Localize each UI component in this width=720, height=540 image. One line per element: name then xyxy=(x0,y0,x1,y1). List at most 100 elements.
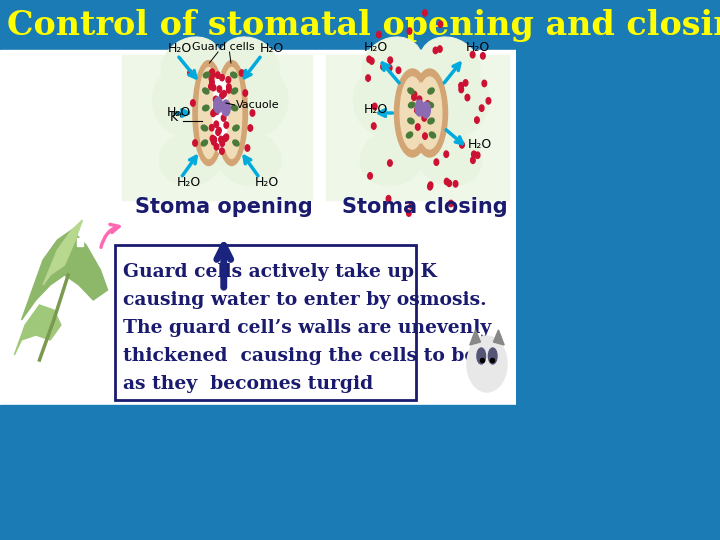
Circle shape xyxy=(381,64,385,70)
Circle shape xyxy=(220,140,225,146)
Ellipse shape xyxy=(488,348,497,364)
Circle shape xyxy=(210,136,215,141)
Ellipse shape xyxy=(408,118,414,124)
Bar xyxy=(326,55,509,200)
Circle shape xyxy=(387,65,392,71)
Circle shape xyxy=(220,92,225,99)
Circle shape xyxy=(368,173,372,179)
Ellipse shape xyxy=(395,69,431,157)
Ellipse shape xyxy=(153,70,209,136)
Circle shape xyxy=(239,70,244,76)
Bar xyxy=(0,50,516,405)
Bar xyxy=(462,330,511,398)
Circle shape xyxy=(188,70,192,76)
Circle shape xyxy=(221,115,226,121)
Circle shape xyxy=(433,47,438,53)
Circle shape xyxy=(210,125,214,131)
Circle shape xyxy=(409,202,414,208)
Circle shape xyxy=(447,180,451,186)
Circle shape xyxy=(212,109,217,115)
Ellipse shape xyxy=(382,60,460,165)
Ellipse shape xyxy=(418,130,482,186)
Bar xyxy=(78,238,84,246)
Ellipse shape xyxy=(360,130,425,186)
Circle shape xyxy=(215,144,219,150)
Ellipse shape xyxy=(420,37,480,93)
Circle shape xyxy=(220,148,224,154)
Ellipse shape xyxy=(219,37,279,93)
Ellipse shape xyxy=(415,83,427,143)
Text: H₂O: H₂O xyxy=(465,41,490,54)
Circle shape xyxy=(210,76,214,82)
Ellipse shape xyxy=(217,130,281,186)
Circle shape xyxy=(438,46,442,52)
Ellipse shape xyxy=(159,130,224,186)
Text: H₂O: H₂O xyxy=(260,42,284,55)
Ellipse shape xyxy=(432,70,489,136)
Circle shape xyxy=(417,96,422,103)
Ellipse shape xyxy=(362,37,423,93)
Ellipse shape xyxy=(181,60,260,165)
Circle shape xyxy=(367,56,372,63)
Circle shape xyxy=(454,181,458,187)
Circle shape xyxy=(480,105,484,111)
Circle shape xyxy=(372,123,376,129)
Circle shape xyxy=(227,87,231,93)
Circle shape xyxy=(248,125,253,131)
Ellipse shape xyxy=(429,132,436,138)
Circle shape xyxy=(377,31,381,38)
Circle shape xyxy=(209,83,213,90)
Circle shape xyxy=(388,57,392,63)
Ellipse shape xyxy=(233,125,239,131)
Text: Guard cells: Guard cells xyxy=(192,42,255,52)
Circle shape xyxy=(220,138,225,144)
Ellipse shape xyxy=(222,100,230,116)
Circle shape xyxy=(214,106,218,113)
Polygon shape xyxy=(22,230,107,320)
Ellipse shape xyxy=(214,97,222,113)
Circle shape xyxy=(423,10,427,16)
Ellipse shape xyxy=(201,125,207,131)
Circle shape xyxy=(222,91,226,97)
Circle shape xyxy=(387,160,392,166)
Text: H₂O: H₂O xyxy=(364,103,388,116)
Polygon shape xyxy=(469,330,480,345)
Ellipse shape xyxy=(233,140,239,146)
Ellipse shape xyxy=(231,105,238,111)
Circle shape xyxy=(471,157,475,164)
Circle shape xyxy=(216,129,220,136)
Ellipse shape xyxy=(161,37,222,93)
Text: H₂O: H₂O xyxy=(177,177,202,190)
Circle shape xyxy=(191,100,195,106)
Circle shape xyxy=(224,122,229,128)
Ellipse shape xyxy=(400,77,425,149)
Circle shape xyxy=(459,83,464,89)
Circle shape xyxy=(396,67,401,73)
Circle shape xyxy=(250,110,255,116)
Text: H₂O: H₂O xyxy=(255,177,279,190)
Circle shape xyxy=(245,145,250,151)
Circle shape xyxy=(224,134,229,140)
Circle shape xyxy=(470,51,475,58)
Circle shape xyxy=(211,110,215,117)
Circle shape xyxy=(212,139,216,145)
Circle shape xyxy=(222,102,227,108)
Circle shape xyxy=(459,141,464,148)
Circle shape xyxy=(482,80,487,86)
Circle shape xyxy=(472,151,476,158)
Ellipse shape xyxy=(415,100,424,116)
Text: Stoma closing: Stoma closing xyxy=(342,197,508,217)
Circle shape xyxy=(426,100,430,107)
Circle shape xyxy=(415,124,420,130)
Ellipse shape xyxy=(427,102,433,108)
Ellipse shape xyxy=(408,102,415,108)
Circle shape xyxy=(215,107,219,114)
Bar xyxy=(0,405,516,540)
Text: Guard cells actively take up K: Guard cells actively take up K xyxy=(123,263,437,281)
Circle shape xyxy=(422,115,426,121)
Circle shape xyxy=(444,178,449,185)
Ellipse shape xyxy=(230,72,237,78)
Circle shape xyxy=(215,108,219,114)
Ellipse shape xyxy=(408,88,414,94)
Circle shape xyxy=(424,104,428,111)
